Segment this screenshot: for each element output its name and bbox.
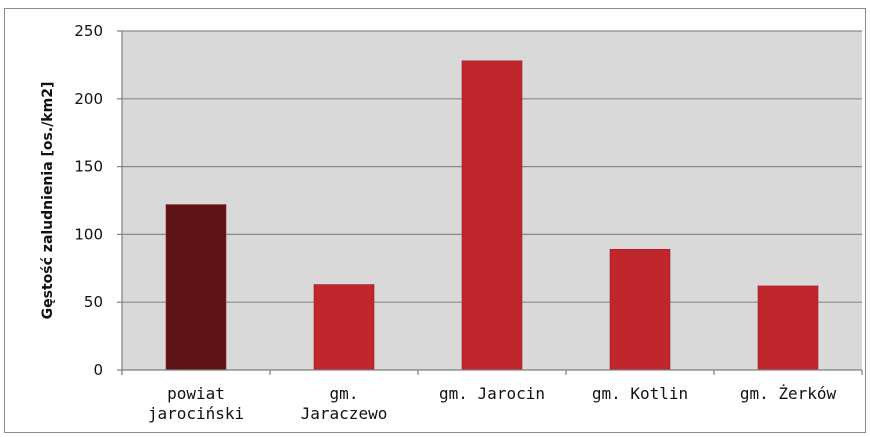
y-tick-label: 250	[74, 22, 103, 40]
bars	[165, 60, 819, 371]
x-tick-label: powiat	[167, 384, 225, 403]
bar	[609, 249, 671, 371]
bar	[313, 284, 375, 371]
y-tick-label: 0	[93, 361, 103, 379]
y-tick-label: 100	[74, 225, 103, 243]
x-tick-label: gm. Kotlin	[592, 384, 688, 403]
axes	[117, 30, 863, 375]
x-tick-label: gm.	[330, 384, 359, 403]
x-tick-label: gm. Jarocin	[439, 384, 545, 403]
y-tick-label: 50	[84, 293, 103, 311]
y-tick-labels: 0 50 100 150 200 250	[74, 22, 103, 379]
x-tick-label: gm. Żerków	[740, 384, 837, 403]
y-axis-label: Gęstość zaludnienia [os./km2]	[40, 82, 56, 320]
bar	[461, 60, 523, 371]
y-tick-label: 150	[74, 158, 103, 176]
x-tick-label: Jaraczewo	[301, 404, 388, 423]
y-tick-label: 200	[74, 90, 103, 108]
x-tick-label: jarociński	[148, 404, 244, 423]
bar	[757, 285, 819, 371]
bar	[165, 204, 227, 371]
